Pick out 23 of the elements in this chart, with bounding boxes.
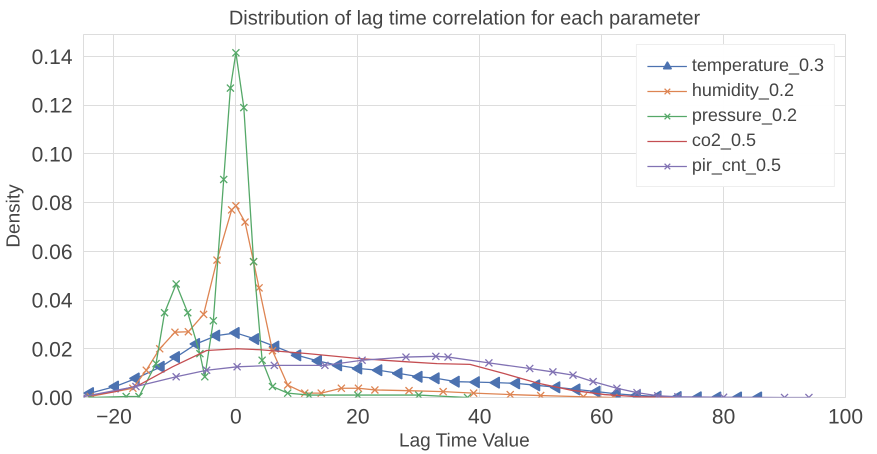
legend-label: temperature_0.3 [692, 55, 824, 76]
x-tick-label: 60 [590, 406, 614, 428]
x-tick-label: 20 [346, 406, 370, 428]
y-tick-label: 0.08 [32, 192, 73, 216]
y-tick-label: 0.06 [32, 240, 73, 264]
legend-label: pressure_0.2 [692, 105, 797, 126]
y-tick-label: 0.00 [32, 387, 73, 410]
legend-label: pir_cnt_0.5 [692, 155, 781, 176]
y-tick-label: 0.10 [32, 143, 73, 166]
x-tick-label: 80 [712, 406, 736, 428]
y-axis-title: Density [4, 184, 25, 248]
x-axis-title: Lag Time Value [399, 430, 530, 452]
y-tick-label: 0.14 [32, 46, 73, 69]
y-tick-label: 0.12 [32, 94, 73, 118]
chart-title: Distribution of lag time correlation for each parameter [228, 8, 701, 30]
y-tick-label: 0.04 [32, 290, 73, 313]
legend-label: co2_0.5 [692, 130, 756, 151]
x-tick-label: −20 [96, 406, 132, 428]
y-tick-label: 0.02 [32, 338, 73, 362]
x-tick-label: 40 [468, 406, 492, 428]
x-tick-label: 100 [828, 406, 864, 428]
x-tick-label: 0 [230, 406, 242, 428]
legend-label: humidity_0.2 [692, 80, 794, 101]
